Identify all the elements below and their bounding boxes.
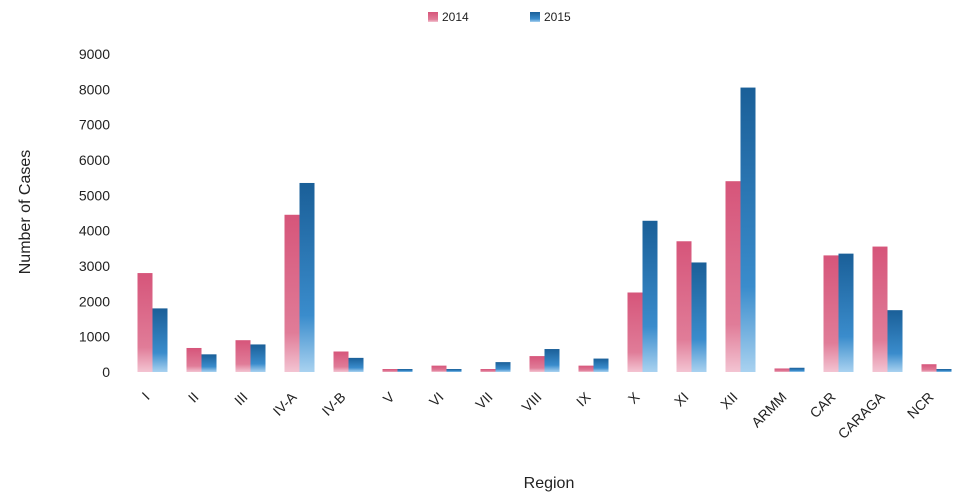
x-tick-label: ARMM <box>748 389 790 431</box>
y-axis-ticks: 0 1000 2000 3000 4000 5000 6000 7000 8000 9000 <box>79 46 110 380</box>
x-tick-label: CARAGA <box>834 388 888 442</box>
bar-2014-IX <box>578 365 594 372</box>
y-tick-label: 0 <box>102 364 110 380</box>
bar-2014-VII <box>480 369 496 372</box>
x-tick-label: V <box>380 388 398 406</box>
bar-2015-CAR <box>838 253 854 372</box>
bar-2015-IX <box>593 358 609 372</box>
x-axis-labels: I II III IV-A IV-B V VI VII VIII IX X XI XII ARMM CARC… <box>139 388 937 442</box>
x-axis-title: Region <box>524 475 575 492</box>
bar-2014-I <box>137 273 153 372</box>
bar-2015-III <box>250 344 266 372</box>
x-tick-label: XI <box>671 389 692 410</box>
bar-2014-X <box>627 292 643 372</box>
x-tick-label: III <box>231 389 251 409</box>
bar-2015-VI <box>446 369 462 372</box>
bar-2014-XI <box>676 241 692 372</box>
bar-2015-NCR <box>936 369 952 372</box>
x-tick-label: IX <box>573 388 594 409</box>
x-tick-label: I <box>139 389 153 403</box>
x-tick-label: II <box>185 389 202 406</box>
x-tick-label: XII <box>717 389 740 412</box>
bar-2015-V <box>397 369 413 372</box>
bar-2015-CARAGA <box>887 310 903 372</box>
bar-2014-IV-A <box>284 214 300 372</box>
bar-2014-VI <box>431 365 447 372</box>
y-tick-label: 8000 <box>79 81 110 97</box>
bar-2015-XII <box>740 87 756 373</box>
x-tick-label: IV-B <box>319 389 349 419</box>
bar-2014-VIII <box>529 356 545 372</box>
x-tick-label: X <box>625 388 643 406</box>
bar-2014-XII <box>725 181 741 372</box>
legend-label-2015: 2015 <box>544 10 571 24</box>
bar-2014-CAR <box>823 255 839 372</box>
bar-2014-ARMM <box>774 368 790 372</box>
y-axis-title: Number of Cases <box>17 150 34 275</box>
bar-2014-V <box>382 369 398 372</box>
y-tick-label: 7000 <box>79 117 110 133</box>
bar-2015-VIII <box>544 349 560 372</box>
bar-2015-IV-A <box>299 182 315 372</box>
bar-2014-CARAGA <box>872 246 888 372</box>
y-tick-label: 9000 <box>79 46 110 62</box>
y-tick-label: 3000 <box>79 258 110 274</box>
y-tick-label: 4000 <box>79 223 110 239</box>
bar-2014-II <box>186 347 202 372</box>
x-tick-label: IV-A <box>270 388 300 418</box>
y-tick-label: 5000 <box>79 187 110 203</box>
bars <box>137 87 952 373</box>
bar-2014-III <box>235 340 251 372</box>
x-tick-label: NCR <box>904 389 937 422</box>
y-tick-label: 6000 <box>79 152 110 168</box>
bar-2015-XI <box>691 262 707 372</box>
bar-2015-IV-B <box>348 357 364 372</box>
legend-label-2014: 2014 <box>442 10 469 24</box>
bar-2015-X <box>642 220 658 372</box>
legend-swatch-2014 <box>428 12 438 22</box>
bar-2014-NCR <box>921 364 937 372</box>
legend: 2014 2015 <box>428 10 571 24</box>
bar-2015-VII <box>495 362 511 372</box>
y-tick-label: 1000 <box>79 329 110 345</box>
y-tick-label: 2000 <box>79 293 110 309</box>
bar-2014-IV-B <box>333 351 349 372</box>
legend-swatch-2015 <box>530 12 540 22</box>
x-tick-label: CAR <box>806 389 838 421</box>
bar-2015-I <box>152 308 168 372</box>
x-tick-label: VI <box>426 389 447 410</box>
x-tick-label: VII <box>472 389 495 412</box>
bar-2015-ARMM <box>789 367 805 372</box>
bar-2015-II <box>201 354 217 372</box>
x-tick-label: VIII <box>518 389 544 415</box>
